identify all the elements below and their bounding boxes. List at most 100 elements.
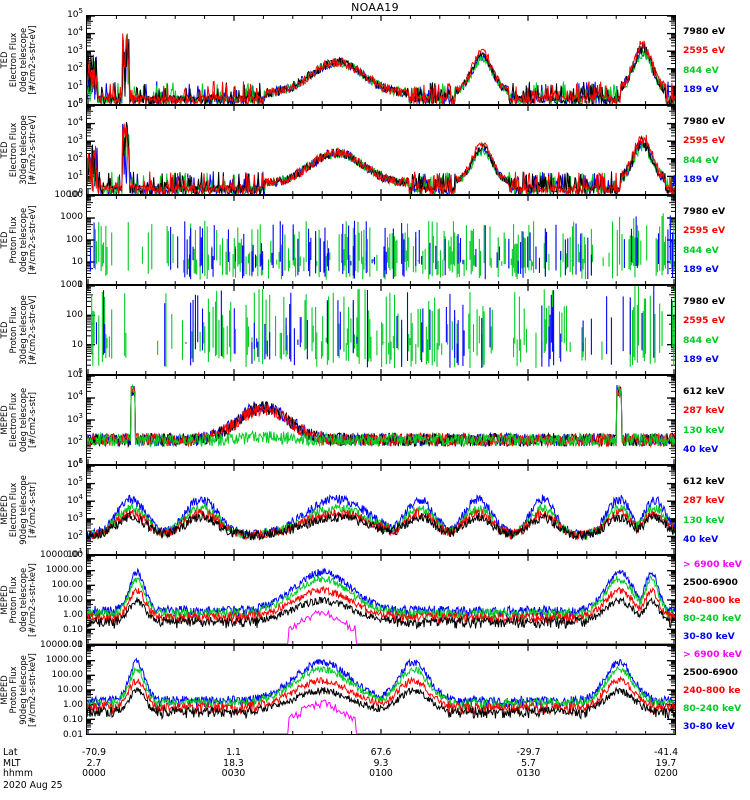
legend-entry: 612 keV	[683, 386, 725, 397]
y-ticks-right	[667, 466, 675, 550]
axis-tick-lat: 67.6	[370, 747, 392, 758]
traces	[87, 567, 675, 644]
axis-tick-lat: -29.7	[516, 747, 541, 758]
axis-tick-mlt: 19.7	[655, 757, 677, 769]
y-axis-title-meped-electron-90deg: MEPED Electron Flux 90deg telescope [#/cm2-…	[0, 465, 38, 555]
y-tick-label: 1.00	[62, 699, 83, 710]
traces	[87, 33, 675, 104]
y-tick-label: 10	[71, 257, 83, 267]
y-tick-label: 1000.00	[45, 564, 83, 575]
y-tick-label: 1.00	[62, 609, 83, 620]
y-axis-title-ted-electron-30deg: TED Electron Flux 30deg telescope [#/cm2-s-…	[0, 105, 38, 195]
legend-entry: 80-240 keV	[683, 613, 742, 624]
axis-row-name-lat: Lat	[3, 747, 18, 758]
y-axis-title-line: [#/cm2-s-str-eV]	[27, 25, 38, 95]
y-axis-title-line: [#/cm2-s-str-keV]	[27, 563, 38, 637]
x-ticks	[87, 556, 675, 644]
y-axis-title-meped-proton-90deg: MEPED Proton Flux 90deg telescope [#/cm2-s-…	[0, 645, 38, 735]
y-tick-label: 10.00	[57, 594, 83, 605]
axis-row-name-hhmm: hhmm	[3, 768, 33, 779]
traces	[91, 286, 675, 369]
y-tick-label: 101	[67, 78, 83, 92]
panel-meped-proton-0deg	[86, 555, 676, 645]
legend-entry: > 6900 keV	[683, 649, 742, 660]
legend-entry: 189 eV	[683, 264, 719, 275]
legend-entry: 240-800 ke	[683, 595, 741, 606]
y-tick-label: 1000.00	[45, 654, 83, 665]
y-axis-title-ted-proton-0deg: TED Proton Flux 0deg telescope [#/cm2-s-str…	[0, 195, 38, 285]
y-tick-label: 101	[67, 546, 83, 560]
y-axis-title-line: [#/cm2-s-str-eV]	[27, 295, 38, 365]
x-ticks	[87, 466, 675, 554]
axis-tick-hhmm: 0000	[82, 768, 106, 779]
axis-tick-lat: -41.4	[653, 747, 679, 758]
y-axis-title-line: [#/cm2-s-str-keV]	[27, 653, 38, 727]
legend-entry: 2500-6900	[683, 577, 738, 588]
y-tick-label: 10.00	[57, 684, 83, 695]
y-axis-title-line: [#/cm2-s-str-eV]	[27, 205, 38, 275]
legend-entry: 2595 eV	[683, 135, 726, 147]
y-tick-label: 104	[67, 389, 83, 402]
y-tick-label: 102	[67, 150, 83, 164]
y-tick-label: 103	[67, 510, 83, 524]
traces	[87, 657, 675, 734]
y-ticks-right	[667, 106, 675, 190]
y-tick-label: 103	[67, 411, 83, 425]
legend-entry: 40 keV	[683, 444, 719, 455]
x-ticks	[87, 106, 675, 194]
axis-row-name-mlt: MLT	[3, 757, 21, 769]
axis-tick-mlt: 18.3	[223, 757, 244, 769]
y-axis-title-meped-proton-0deg: MEPED Proton Flux 0deg telescope [#/cm2-s-s…	[0, 555, 38, 645]
y-tick-label: 0.10	[62, 714, 83, 725]
panel-ted-electron-0deg	[86, 15, 676, 105]
y-tick-label: 105	[67, 366, 83, 380]
y-tick-label: 0.01	[62, 639, 83, 650]
legend-entry: 844 eV	[683, 154, 719, 166]
y-tick-label: 103	[67, 42, 83, 56]
y-axis-title-line: [#/cm2-s-str]	[27, 482, 38, 538]
legend-entry: 189 eV	[683, 174, 719, 185]
axis-tick-lat: -70.9	[81, 747, 107, 758]
legend-entry: 30-80 keV	[683, 631, 735, 642]
panel-ted-proton-30deg	[86, 285, 676, 375]
axis-tick-hhmm: 0030	[221, 768, 246, 779]
y-ticks-right	[667, 376, 675, 458]
legend-entry: 130 keV	[683, 514, 725, 526]
y-tick-label: 105	[67, 6, 83, 20]
legend-entry: 612 keV	[683, 476, 725, 487]
axis-tick-lat: 1.1	[226, 747, 241, 758]
y-axis-title-ted-electron-0deg: TED Electron Flux 0deg telescope [#/cm2-s-s…	[0, 15, 38, 105]
legend-entry: 844 eV	[683, 64, 719, 76]
traces	[87, 213, 675, 280]
y-tick-label: 10000	[54, 189, 83, 200]
y-tick-label: 100	[67, 96, 83, 110]
y-axis-title-ted-proton-30deg: TED Proton Flux 30deg telescope [#/cm2-s-st…	[0, 285, 38, 375]
y-tick-label: 0.10	[62, 624, 83, 635]
x-ticks	[87, 196, 675, 284]
y-tick-label: 105	[67, 96, 83, 110]
y-tick-label: 104	[67, 24, 83, 38]
legend-entry: 844 eV	[683, 334, 719, 346]
legend-entry: > 6900 keV	[683, 559, 742, 570]
axis-tick-hhmm: 0130	[516, 768, 541, 779]
legend-entry: 189 eV	[683, 84, 719, 95]
legend-entry: 844 eV	[683, 244, 719, 256]
y-tick-label: 0.01	[62, 729, 83, 740]
legend-entry: 7980 eV	[683, 26, 726, 37]
x-ticks	[87, 376, 675, 464]
date-label: 2020 Aug 25	[3, 779, 63, 791]
y-tick-label: 10	[71, 339, 83, 350]
y-tick-label: 104	[67, 114, 83, 128]
panel-meped-electron-90deg	[86, 465, 676, 555]
legend-entry: 130 keV	[683, 424, 725, 436]
y-axis-title-line: [#/cm2-s-str-eV]	[27, 115, 38, 185]
y-tick-label: 102	[67, 434, 83, 447]
legend-entry: 2500-6900	[683, 667, 738, 678]
traces	[87, 383, 675, 449]
y-axis-title-line: [#/cm2-s-str]	[27, 392, 38, 448]
legend-entry: 2595 eV	[683, 225, 726, 237]
y-tick-label: 102	[67, 60, 83, 74]
y-tick-label: 102	[67, 528, 83, 542]
panel-meped-proton-90deg	[86, 645, 676, 735]
